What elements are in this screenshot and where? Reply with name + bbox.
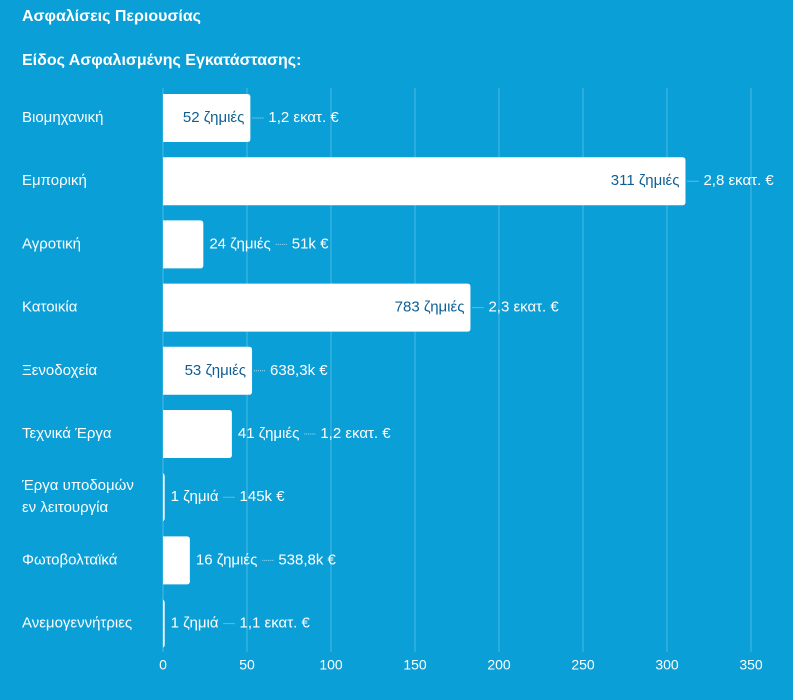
claim-label: 311 ζημιές [611, 172, 680, 189]
bar [161, 599, 165, 648]
bar [163, 346, 253, 395]
claim-label: 24 ζημιές [209, 235, 270, 252]
claim-label: 53 ζημιές [185, 362, 246, 379]
category-label: Βιομηχανική [22, 109, 103, 126]
x-tick-label: 50 [239, 657, 255, 673]
bar [163, 220, 204, 269]
x-tick-label: 100 [319, 657, 343, 673]
x-tick-label: 300 [655, 657, 679, 673]
x-tick-label: 200 [487, 657, 511, 673]
amount-label: 2,3 εκατ. € [488, 299, 559, 316]
amount-label: 1,2 εκατ. € [268, 109, 339, 126]
amount-label: 2,8 εκατ. € [703, 172, 774, 189]
category-label: Φωτοβολταϊκά [22, 551, 118, 568]
bar [163, 157, 686, 206]
category-label: Εμπορική [22, 172, 87, 189]
chart-subtitle: Είδος Ασφαλισμένης Εγκατάστασης: [22, 52, 301, 69]
amount-label: 1,2 εκατ. € [320, 425, 391, 442]
bar [163, 94, 251, 142]
amount-label: 1,1 εκατ. € [240, 615, 311, 632]
x-tick-label: 350 [739, 657, 763, 673]
x-tick-label: 0 [159, 657, 167, 673]
category-label: Κατοικία [22, 299, 78, 316]
claim-label: 52 ζημιές [183, 109, 244, 126]
bar [163, 410, 232, 458]
category-label: Ανεμογεννήτριες [22, 615, 132, 632]
claim-label: 1 ζημιά [171, 488, 219, 505]
claim-label: 1 ζημιά [171, 615, 219, 632]
claim-label: 16 ζημιές [196, 551, 257, 568]
amount-label: 638,3k € [270, 362, 328, 379]
bar [163, 536, 190, 585]
category-label: Έργα υποδομών εν λειτουργία [21, 477, 134, 516]
x-tick-label: 250 [571, 657, 595, 673]
claim-label: 41 ζημιές [238, 425, 299, 442]
x-tick-label: 150 [403, 657, 427, 673]
category-label: Ξενοδοχεία [22, 362, 97, 379]
chart-title: Ασφαλίσεις Περιουσίας [22, 8, 201, 25]
bar [163, 283, 471, 332]
amount-label: 538,8k € [278, 551, 336, 568]
category-label: Αγροτική [22, 235, 81, 252]
amount-label: 51k € [292, 235, 329, 252]
bar [161, 473, 165, 522]
claim-label: 783 ζημιές [395, 299, 465, 316]
amount-label: 145k € [240, 488, 286, 505]
category-label: Τεχνικά Έργα [22, 425, 112, 442]
